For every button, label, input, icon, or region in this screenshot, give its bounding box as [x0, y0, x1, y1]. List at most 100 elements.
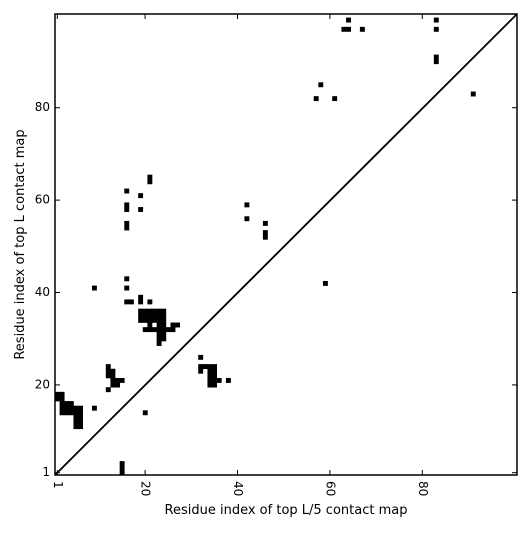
contact-cell — [152, 308, 157, 314]
contact-cell — [470, 91, 476, 97]
contact-cell — [138, 308, 144, 314]
contact-cell — [225, 377, 231, 383]
contact-cell — [207, 368, 213, 374]
contact-cell — [124, 276, 130, 282]
contact-cell — [318, 82, 324, 88]
contact-cell — [346, 17, 351, 23]
contact-cell — [68, 405, 74, 411]
contact-cell — [147, 317, 153, 323]
y-tick-label: 80 — [35, 100, 50, 114]
contact-cell — [212, 368, 217, 374]
contact-cell — [170, 322, 176, 328]
contact-cell — [105, 387, 111, 393]
x-axis-label: Residue index of top L/5 contact map — [165, 503, 408, 518]
contact-cell — [175, 322, 181, 328]
contact-cell — [332, 96, 338, 102]
contact-cell — [313, 96, 319, 102]
contact-cell — [105, 364, 111, 370]
contact-cell — [59, 396, 65, 402]
contact-cell — [59, 410, 65, 416]
contact-cell — [212, 382, 217, 388]
contact-cell — [59, 401, 65, 406]
contact-cell — [73, 410, 79, 416]
contact-cell — [124, 207, 130, 212]
contact-cell — [68, 410, 74, 416]
x-tick-label: 80 — [416, 481, 430, 496]
contact-cell — [78, 410, 84, 416]
contact-cell — [147, 327, 153, 333]
y-tick-label: 1 — [42, 465, 50, 479]
contact-cell — [156, 308, 162, 314]
contact-cell — [124, 188, 130, 194]
contact-cell — [346, 26, 351, 32]
contact-cell — [161, 336, 167, 342]
contact-cell — [119, 465, 125, 471]
contact-cell — [73, 419, 79, 425]
contact-cell — [64, 410, 70, 416]
contact-cell — [156, 322, 162, 328]
contact-cell — [212, 373, 217, 379]
contact-cell — [142, 313, 148, 319]
contact-cell — [147, 322, 153, 328]
contact-cell — [64, 401, 70, 406]
contact-cell — [142, 410, 148, 416]
contact-cell — [156, 331, 162, 337]
contact-cell — [202, 364, 208, 370]
contact-cell — [156, 327, 162, 333]
contact-cell — [91, 405, 97, 411]
contact-cell — [198, 354, 204, 360]
contact-cell — [142, 327, 148, 333]
contact-cell — [78, 405, 84, 411]
contact-cell — [64, 405, 70, 411]
contact-cell — [73, 414, 79, 420]
contact-cell — [152, 313, 157, 319]
contact-cell — [119, 461, 125, 467]
contact-cell — [110, 382, 116, 388]
contact-cell — [207, 373, 213, 379]
contact-cell — [138, 299, 144, 305]
y-tick-label: 40 — [35, 285, 50, 299]
contact-cell — [170, 327, 176, 333]
contact-cell — [341, 26, 347, 32]
contact-cell — [207, 382, 213, 388]
y-tick-label: 20 — [35, 377, 50, 391]
contact-cell — [152, 317, 157, 323]
contact-cell — [128, 299, 134, 305]
contact-cell — [147, 308, 153, 314]
contact-cell — [68, 401, 74, 406]
contact-cell — [322, 280, 328, 286]
contact-cell — [207, 377, 213, 383]
contact-cell — [124, 285, 130, 291]
contact-cell — [433, 17, 439, 23]
contact-cell — [156, 341, 162, 346]
contact-cell — [161, 322, 167, 328]
contact-cell — [124, 202, 130, 208]
contact-cell — [119, 470, 125, 476]
y-tick-label: 60 — [35, 193, 50, 207]
contact-cell — [55, 396, 60, 402]
contact-cell — [198, 364, 204, 370]
contact-cell — [105, 373, 111, 379]
contact-cell — [161, 313, 167, 319]
contact-cell — [244, 202, 250, 208]
contact-cell — [110, 373, 116, 379]
contact-cell — [119, 377, 125, 383]
x-tick-label: 40 — [231, 481, 245, 496]
contact-cell — [78, 414, 84, 420]
contact-cell — [433, 54, 439, 60]
contact-cell — [138, 193, 144, 199]
contact-cell — [262, 230, 268, 236]
contact-cell — [78, 419, 84, 425]
contact-cell — [433, 26, 439, 32]
contact-cell — [262, 234, 268, 240]
x-tick-label: 20 — [139, 481, 153, 496]
contact-cell — [147, 174, 153, 180]
contact-cell — [138, 317, 144, 323]
contact-cell — [207, 364, 213, 370]
y-axis-label: Residue index of top L contact map — [13, 129, 28, 359]
contact-cell — [110, 377, 116, 383]
contact-cell — [138, 207, 144, 212]
contact-cell — [165, 327, 171, 333]
contact-cell — [161, 308, 167, 314]
